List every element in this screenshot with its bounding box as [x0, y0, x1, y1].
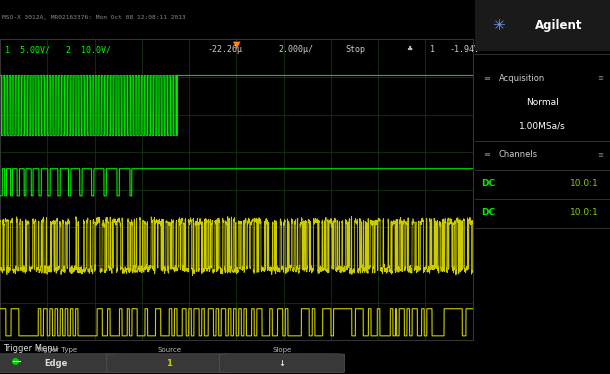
Text: DC: DC — [481, 208, 495, 217]
FancyBboxPatch shape — [475, 0, 610, 51]
Text: ✳: ✳ — [493, 18, 505, 33]
Text: 2  10.0V/: 2 10.0V/ — [66, 45, 111, 54]
Text: Trigger Type: Trigger Type — [35, 347, 77, 353]
Text: -22.26μ: -22.26μ — [208, 45, 243, 54]
FancyBboxPatch shape — [107, 354, 232, 373]
Text: DC: DC — [481, 179, 495, 188]
Text: 10.0:1: 10.0:1 — [570, 208, 599, 217]
FancyBboxPatch shape — [220, 354, 345, 373]
Text: ≡: ≡ — [483, 150, 490, 159]
Text: Agilent: Agilent — [535, 19, 583, 32]
Text: ≡: ≡ — [597, 152, 603, 158]
Text: 1  5.00V/: 1 5.00V/ — [5, 45, 50, 54]
FancyBboxPatch shape — [0, 354, 119, 373]
Text: 10.0:1: 10.0:1 — [570, 179, 599, 188]
Text: Edge: Edge — [45, 359, 68, 368]
Text: -1.94V: -1.94V — [449, 45, 479, 54]
Text: Normal: Normal — [526, 98, 559, 107]
Text: 1: 1 — [167, 359, 172, 368]
Text: Stop: Stop — [345, 45, 365, 54]
Text: Acquisition: Acquisition — [499, 74, 545, 83]
Text: ▼: ▼ — [232, 39, 240, 49]
Text: ≡: ≡ — [597, 75, 603, 81]
Text: ≡: ≡ — [483, 74, 490, 83]
Text: ♣: ♣ — [406, 46, 413, 53]
Text: Trigger Menu: Trigger Menu — [3, 344, 58, 353]
Text: Source: Source — [157, 347, 181, 353]
Text: ↓: ↓ — [279, 359, 285, 368]
Text: 2.000μ/: 2.000μ/ — [279, 45, 314, 54]
Text: Slope: Slope — [273, 347, 292, 353]
Text: 1: 1 — [430, 45, 435, 54]
Text: MSO-X 3012A, MR02163376: Mon Oct 08 12:08:11 2013: MSO-X 3012A, MR02163376: Mon Oct 08 12:0… — [2, 15, 186, 20]
Text: Channels: Channels — [499, 150, 538, 159]
Text: 1.00MSa/s: 1.00MSa/s — [519, 122, 565, 131]
